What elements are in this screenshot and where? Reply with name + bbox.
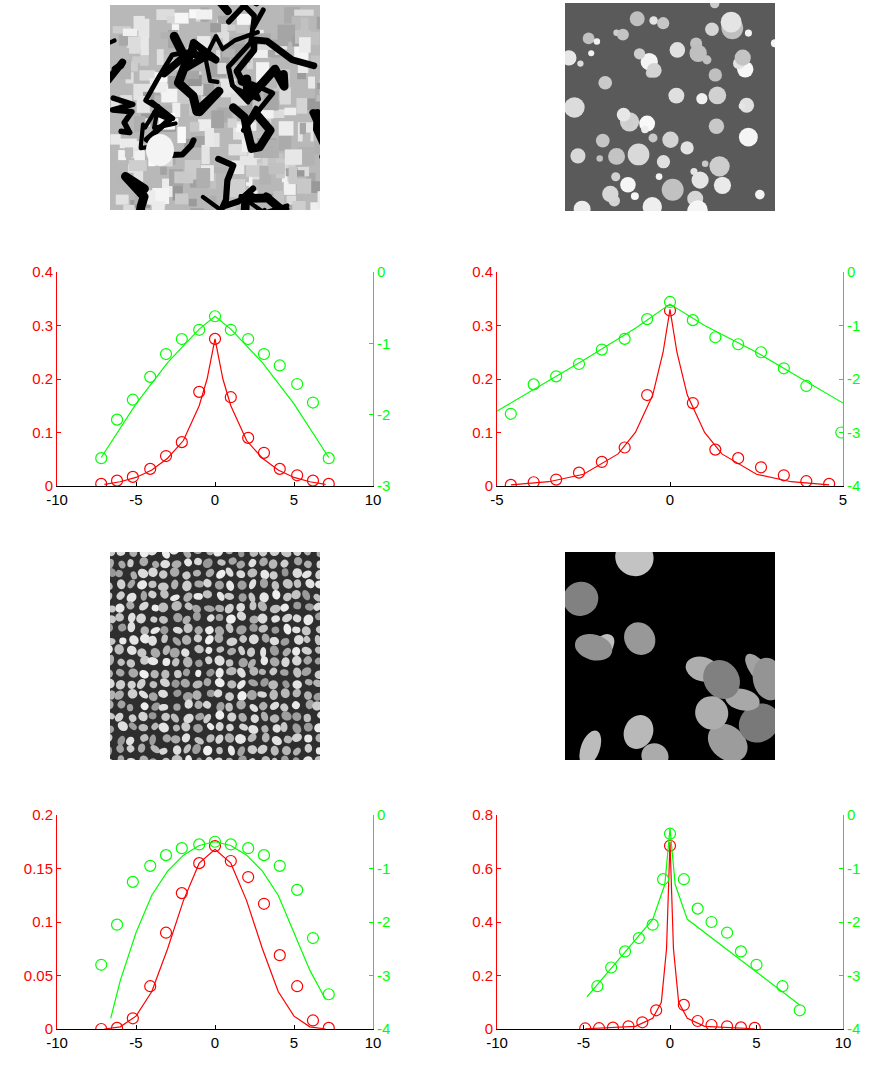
svg-text:-3: -3 [377, 477, 390, 494]
svg-text:0: 0 [211, 1034, 219, 1051]
svg-text:-3: -3 [847, 967, 860, 984]
svg-text:0: 0 [847, 263, 855, 280]
svg-text:-10: -10 [486, 1034, 508, 1051]
svg-text:-2: -2 [377, 406, 390, 423]
svg-text:0.2: 0.2 [472, 370, 493, 387]
svg-text:5: 5 [290, 491, 298, 508]
svg-text:5: 5 [839, 491, 847, 508]
svg-text:10: 10 [365, 491, 382, 508]
svg-text:-2: -2 [377, 913, 390, 930]
svg-text:0.4: 0.4 [472, 913, 493, 930]
svg-text:0.8: 0.8 [472, 806, 493, 823]
svg-text:-1: -1 [377, 335, 390, 352]
svg-text:0.2: 0.2 [472, 967, 493, 984]
svg-text:-4: -4 [377, 1020, 390, 1037]
svg-text:0.05: 0.05 [24, 967, 53, 984]
svg-text:0.4: 0.4 [472, 263, 493, 280]
svg-text:0.3: 0.3 [472, 317, 493, 334]
svg-text:5: 5 [752, 1034, 760, 1051]
svg-text:-5: -5 [129, 1034, 142, 1051]
svg-text:-5: -5 [129, 491, 142, 508]
svg-text:-5: -5 [490, 491, 503, 508]
svg-text:0: 0 [45, 477, 53, 494]
svg-text:-3: -3 [377, 967, 390, 984]
svg-text:0.4: 0.4 [32, 263, 53, 280]
svg-text:0: 0 [377, 263, 385, 280]
svg-text:-4: -4 [847, 1020, 860, 1037]
svg-text:-5: -5 [577, 1034, 590, 1051]
svg-text:0: 0 [45, 1020, 53, 1037]
svg-text:-2: -2 [847, 913, 860, 930]
svg-text:-1: -1 [847, 317, 860, 334]
svg-text:-3: -3 [847, 424, 860, 441]
svg-text:0.15: 0.15 [24, 860, 53, 877]
svg-text:10: 10 [365, 1034, 382, 1051]
svg-text:0: 0 [377, 806, 385, 823]
svg-text:0: 0 [485, 1020, 493, 1037]
svg-text:-1: -1 [377, 860, 390, 877]
svg-text:-10: -10 [46, 491, 68, 508]
svg-text:-10: -10 [46, 1034, 68, 1051]
svg-text:10: 10 [835, 1034, 852, 1051]
svg-text:0: 0 [485, 477, 493, 494]
svg-text:5: 5 [290, 1034, 298, 1051]
svg-text:0.6: 0.6 [472, 860, 493, 877]
svg-text:0.1: 0.1 [32, 913, 53, 930]
svg-text:0.1: 0.1 [32, 424, 53, 441]
svg-text:-4: -4 [847, 477, 860, 494]
svg-text:-2: -2 [847, 370, 860, 387]
svg-text:0.2: 0.2 [32, 806, 53, 823]
svg-text:0: 0 [847, 806, 855, 823]
svg-text:0: 0 [666, 491, 674, 508]
svg-text:-1: -1 [847, 860, 860, 877]
svg-text:0.3: 0.3 [32, 317, 53, 334]
svg-text:0: 0 [211, 491, 219, 508]
svg-text:0.2: 0.2 [32, 370, 53, 387]
svg-text:0: 0 [666, 1034, 674, 1051]
svg-text:0.1: 0.1 [472, 424, 493, 441]
